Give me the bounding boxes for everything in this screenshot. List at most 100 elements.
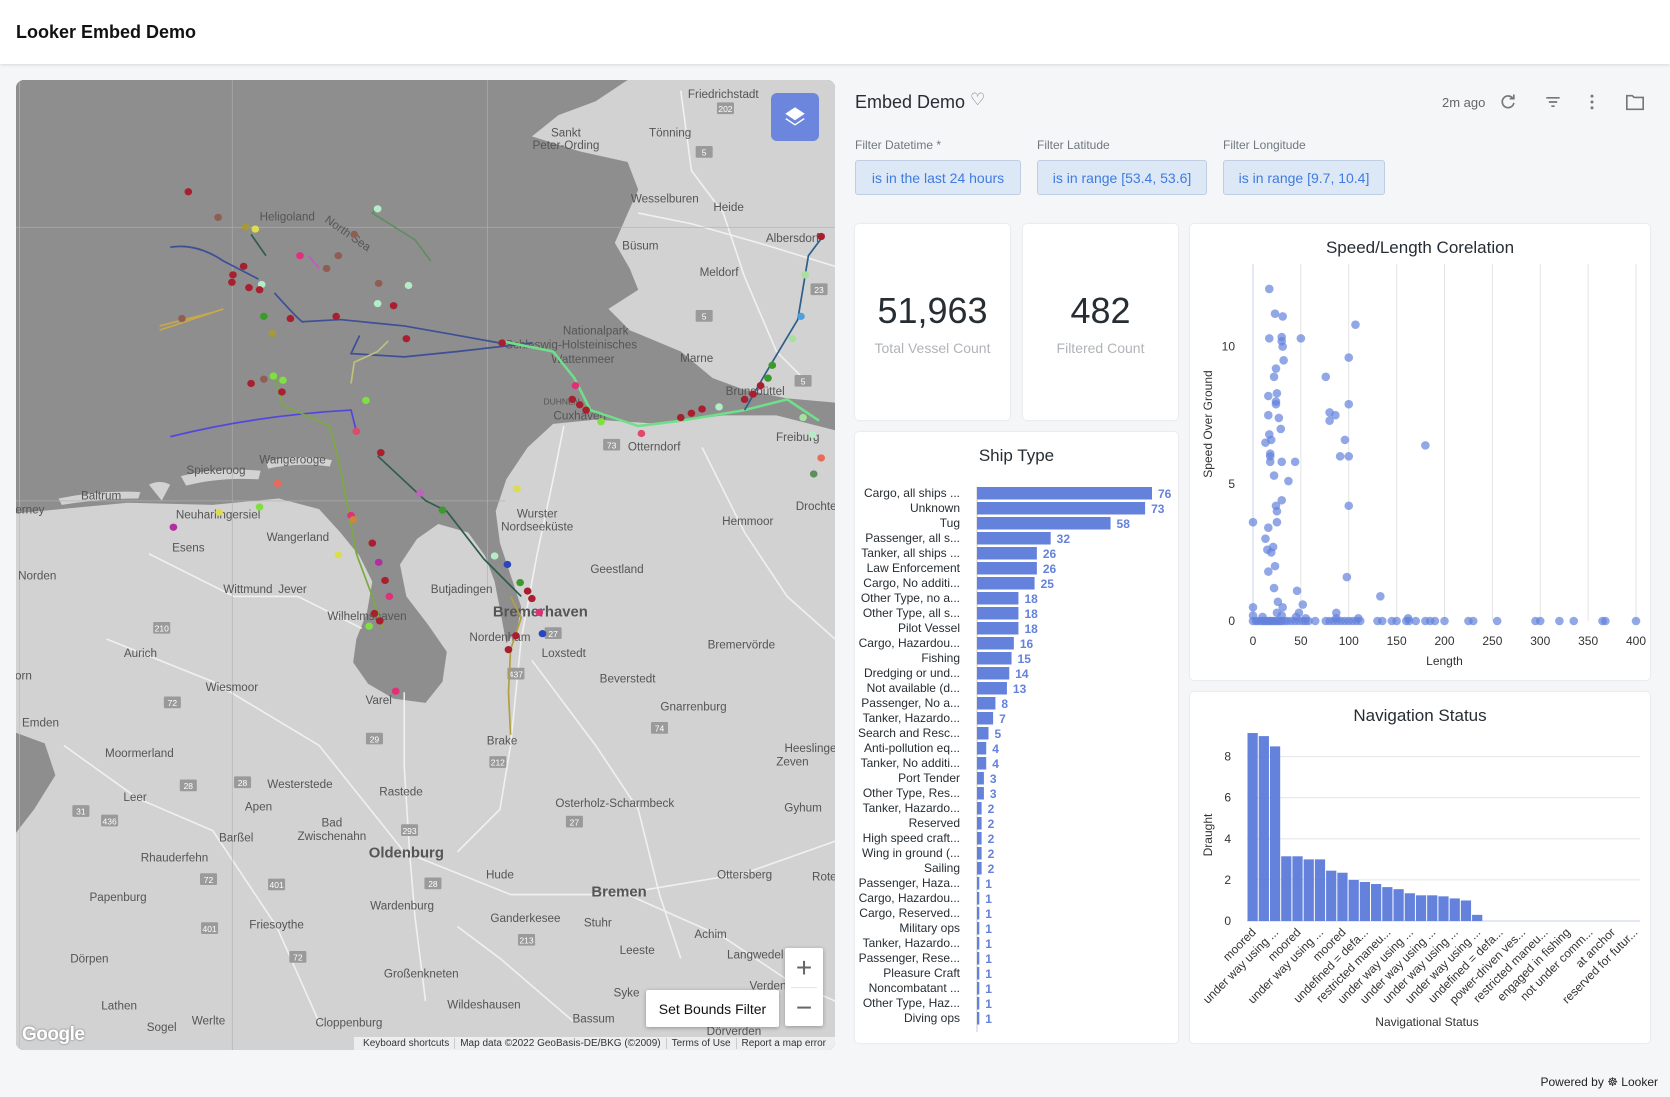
road-shield-number: 28 — [184, 781, 194, 791]
scatter-point — [1284, 476, 1293, 486]
set-bounds-filter-button[interactable]: Set Bounds Filter — [646, 990, 779, 1027]
category-label: Cargo, Reserved... — [859, 906, 960, 920]
scatter-point — [1468, 616, 1478, 626]
x-tick-label: 250 — [1482, 634, 1502, 648]
map-place-label: Aurich — [124, 647, 157, 660]
vessel-marker — [687, 409, 696, 417]
x-tick-label: 350 — [1578, 634, 1598, 648]
road-shield — [603, 438, 621, 451]
filter-latitude-chip[interactable]: is in range [53.4, 53.6] — [1037, 160, 1207, 195]
scatter-point — [1272, 517, 1282, 527]
scatter-point — [1351, 320, 1360, 329]
vessel-marker — [416, 489, 425, 497]
road-shield — [72, 805, 90, 817]
map-place-label: Tönning — [649, 126, 691, 139]
category-label: Unknown — [910, 501, 960, 515]
road-shield — [200, 873, 218, 885]
scatter-point — [1265, 457, 1275, 467]
scatter-point — [1404, 616, 1414, 626]
powered-by-text: Powered by — [1540, 1075, 1604, 1089]
refresh-icon[interactable] — [1498, 92, 1518, 112]
zoom-in-button[interactable]: + — [795, 951, 813, 983]
vessel-marker — [286, 314, 295, 323]
filter-longitude-chip[interactable]: is in range [9.7, 10.4] — [1223, 160, 1385, 195]
bar — [1337, 872, 1348, 921]
category-label: Other Type, no a... — [861, 591, 960, 605]
category-label: Cargo, Hazardou... — [859, 636, 960, 650]
road-shield-number: 202 — [718, 104, 732, 114]
bar — [977, 517, 1111, 530]
kpi-label: Total Vessel Count — [874, 340, 991, 356]
keyboard-shortcuts-link[interactable]: Keyboard shortcuts — [363, 1038, 450, 1049]
terms-of-use-link[interactable]: Terms of Use — [665, 1038, 736, 1049]
vessel-marker — [259, 375, 268, 383]
bar — [1303, 859, 1314, 921]
bar — [977, 652, 1012, 665]
vessel-marker — [799, 413, 807, 422]
report-map-error-link[interactable]: Report a map error — [735, 1038, 831, 1049]
map-place-label: Norden — [18, 569, 56, 582]
bar — [977, 712, 994, 725]
bar — [1348, 879, 1359, 921]
data-label: 1 — [985, 967, 992, 981]
filter-latitude-label: Filter Latitude — [1037, 138, 1110, 152]
vessel-marker — [404, 281, 413, 290]
scatter-point — [1342, 572, 1352, 582]
scatter-point — [1270, 561, 1280, 571]
folder-icon[interactable] — [1624, 92, 1646, 112]
map-place-label: Wildeshausen — [447, 998, 520, 1011]
bar — [977, 847, 982, 860]
category-label: High speed craft... — [863, 831, 960, 845]
vessel-marker — [801, 271, 810, 279]
map-layers-button[interactable] — [771, 93, 819, 141]
category-label: Passenger, No a... — [861, 696, 960, 710]
vessel-marker — [571, 381, 580, 390]
more-vert-icon[interactable] — [1582, 92, 1602, 112]
scatter-point — [1298, 600, 1308, 609]
vessel-marker — [296, 252, 304, 260]
vessel-marker — [402, 335, 411, 343]
map-place-label: Hude — [486, 869, 514, 882]
vessel-marker — [349, 516, 358, 524]
data-label: 7 — [999, 712, 1006, 726]
road-shield — [153, 621, 171, 634]
water-dollart — [16, 732, 56, 833]
bar — [1326, 870, 1337, 921]
category-label: Passenger, Haza... — [859, 876, 960, 890]
road-shield — [289, 950, 307, 963]
filter-datetime-chip[interactable]: is in the last 24 hours — [855, 160, 1021, 195]
map-place-label: Lathen — [101, 1000, 137, 1013]
map-place-label: Dörpen — [70, 953, 108, 966]
map-place-label: Ganderkesee — [490, 912, 560, 925]
scatter-point — [1272, 506, 1282, 516]
x-axis-title: Navigational Status — [1375, 1015, 1478, 1029]
scatter-point — [1421, 441, 1430, 450]
filter-icon[interactable] — [1543, 92, 1563, 112]
kpi-label: Filtered Count — [1056, 340, 1145, 356]
vessel-marker — [504, 646, 513, 654]
map-place-label: Heligoland — [260, 211, 315, 224]
data-label: 1 — [985, 907, 992, 921]
map-place-label: Hemmoor — [722, 515, 773, 528]
road-shield — [201, 922, 219, 934]
vessel-map[interactable]: Friedrichstadt Sankt Peter-Ording Tönning We… — [16, 80, 835, 1050]
vessel-marker — [214, 213, 222, 221]
road-shield-number: 74 — [655, 724, 665, 734]
vessel-marker — [676, 413, 685, 422]
data-label: 1 — [985, 892, 992, 906]
data-label: 2 — [988, 817, 995, 831]
category-label: Tanker, Hazardo... — [863, 936, 960, 950]
zoom-out-button[interactable]: − — [795, 991, 813, 1023]
data-label: 5 — [995, 727, 1002, 741]
vessel-marker — [535, 608, 544, 617]
bar — [977, 757, 987, 770]
scatter-point — [1331, 410, 1340, 420]
category-label: Tanker, Hazardo... — [863, 801, 960, 815]
vessel-marker — [215, 508, 223, 516]
data-label: 14 — [1015, 667, 1029, 681]
heart-icon[interactable]: ♡ — [970, 90, 986, 109]
scatter-point — [1631, 616, 1641, 626]
speed-length-tile: Speed/Length Corelation 0 50 100 150 200 250 3… — [1190, 224, 1650, 680]
category-label: Noncombatant ... — [869, 981, 960, 995]
